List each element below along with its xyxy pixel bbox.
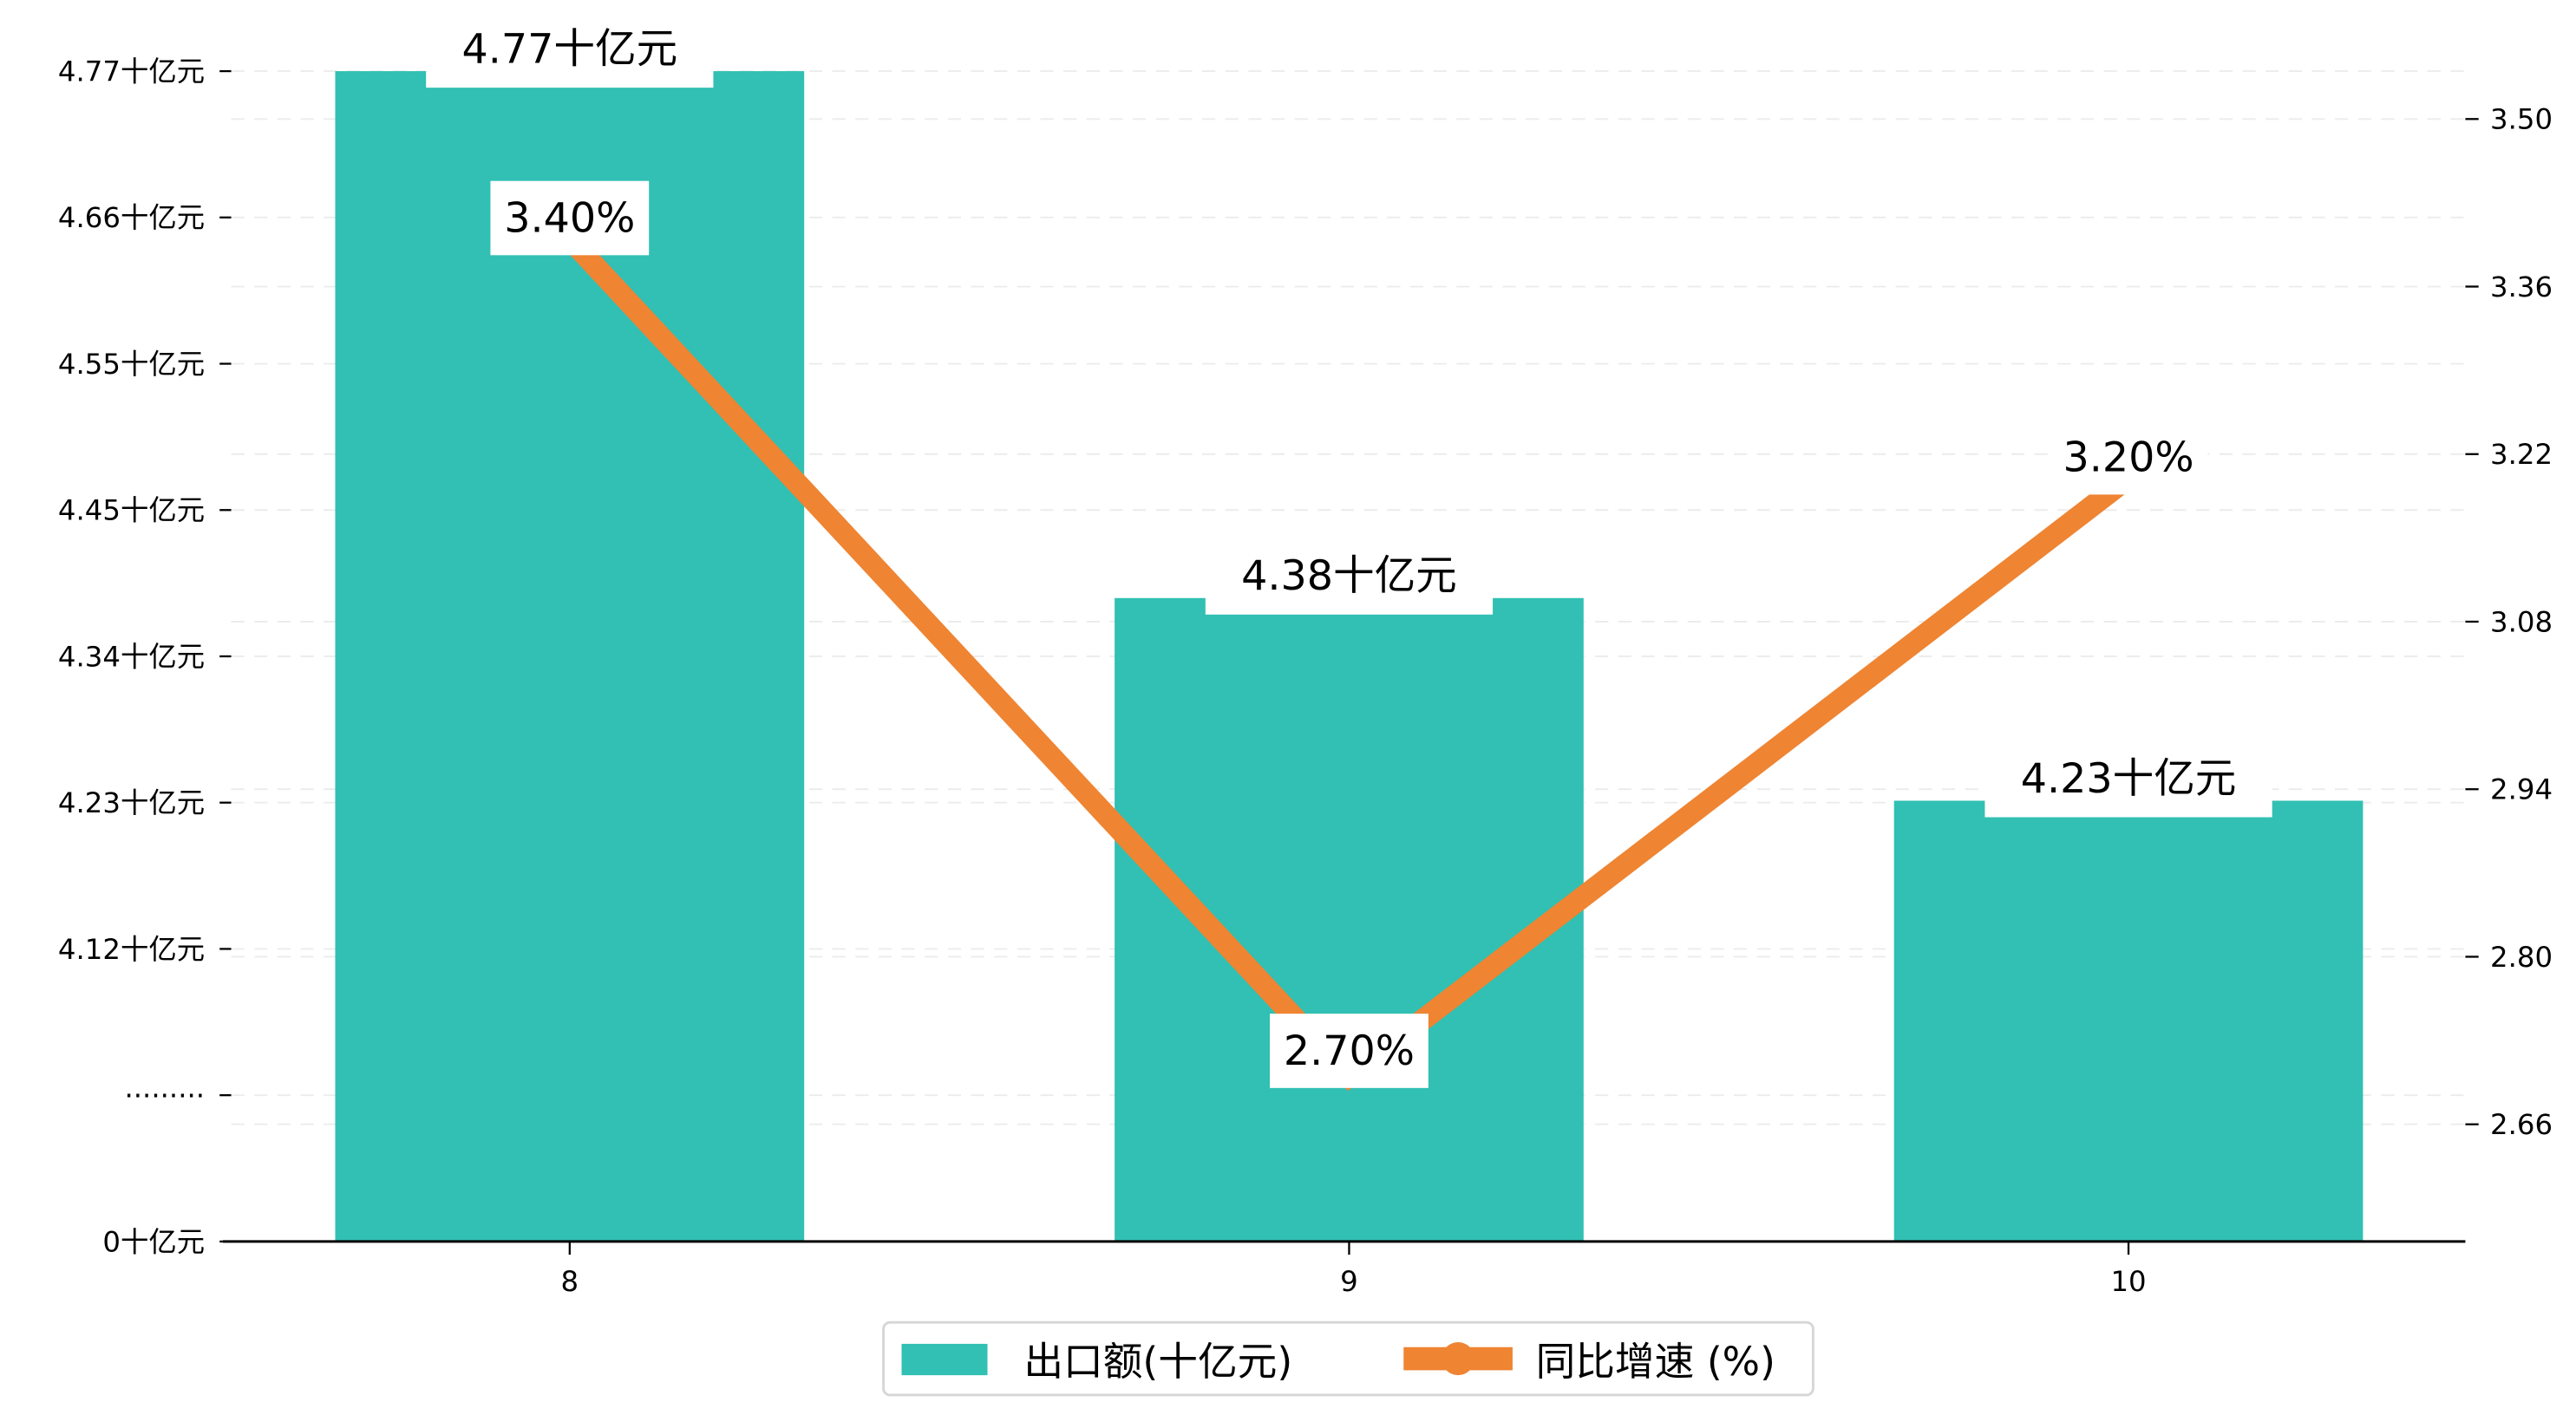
left-tick-label: 4.12十亿元 bbox=[58, 933, 205, 966]
right-tick-label: 2.94 bbox=[2490, 773, 2553, 806]
growth-label-box bbox=[490, 180, 650, 256]
bar-exports bbox=[335, 71, 805, 1242]
x-axis: 8 9 10 bbox=[223, 1240, 2466, 1298]
x-tick-label: 9 bbox=[1340, 1265, 1358, 1298]
legend-label-growth: 同比增速 (%) bbox=[1536, 1339, 1775, 1385]
left-tick-label: 4.55十亿元 bbox=[58, 348, 205, 381]
bar-label-box bbox=[1984, 751, 2272, 818]
legend-frame bbox=[882, 1320, 1814, 1397]
right-tick-label: 3.22 bbox=[2490, 438, 2553, 471]
left-tick-label: ········· bbox=[124, 1079, 205, 1112]
bar-value-label: 4.77十亿元 bbox=[461, 26, 677, 74]
left-axis: 0十亿元 ········· 4.12十亿元 4.23十亿元 4.34十亿元 4.45十亿… bbox=[58, 55, 232, 1258]
growth-value-label: 3.40% bbox=[504, 195, 635, 243]
left-tick-label: 4.23十亿元 bbox=[58, 786, 205, 819]
left-tick-label: 4.66十亿元 bbox=[58, 201, 205, 234]
data-labels: 4.77十亿元 4.38十亿元 4.23十亿元 3.40% 2.70% 3.20% bbox=[426, 21, 2272, 1088]
growth-value-label: 2.70% bbox=[1284, 1027, 1415, 1075]
bar-label-box bbox=[1205, 548, 1494, 615]
left-tick-label: 0十亿元 bbox=[102, 1225, 205, 1258]
right-tick-label: 2.66 bbox=[2490, 1108, 2553, 1141]
left-tick-label: 4.77十亿元 bbox=[58, 55, 205, 88]
bars bbox=[335, 71, 2364, 1242]
growth-label-box bbox=[2049, 420, 2208, 495]
right-tick-label: 3.36 bbox=[2490, 271, 2553, 303]
right-tick-label: 3.50 bbox=[2490, 103, 2553, 136]
growth-label-box bbox=[1270, 1014, 1429, 1088]
bar-value-label: 4.23十亿元 bbox=[2021, 755, 2237, 803]
legend: 出口额(十亿元) 同比增速 (%) bbox=[882, 1320, 1814, 1397]
bar-value-label: 4.38十亿元 bbox=[1241, 552, 1457, 600]
right-tick-label: 3.08 bbox=[2490, 605, 2553, 638]
left-tick-label: 4.45十亿元 bbox=[58, 494, 205, 527]
bar-exports bbox=[1893, 800, 2364, 1242]
x-tick-label: 10 bbox=[2110, 1265, 2146, 1298]
legend-swatch-exports bbox=[901, 1343, 988, 1376]
legend-marker-growth bbox=[1442, 1342, 1475, 1376]
right-tick-label: 2.80 bbox=[2490, 941, 2553, 974]
bar-exports bbox=[1115, 597, 1584, 1242]
left-tick-label: 4.34十亿元 bbox=[58, 640, 205, 673]
right-axis: 2.66 2.80 2.94 3.08 3.22 3.36 3.50 bbox=[2465, 103, 2553, 1141]
legend-label-exports: 出口额(十亿元) bbox=[1023, 1339, 1292, 1385]
x-tick-label: 8 bbox=[561, 1265, 579, 1298]
growth-value-label: 3.20% bbox=[2063, 434, 2194, 482]
bar-label-box bbox=[426, 21, 714, 88]
